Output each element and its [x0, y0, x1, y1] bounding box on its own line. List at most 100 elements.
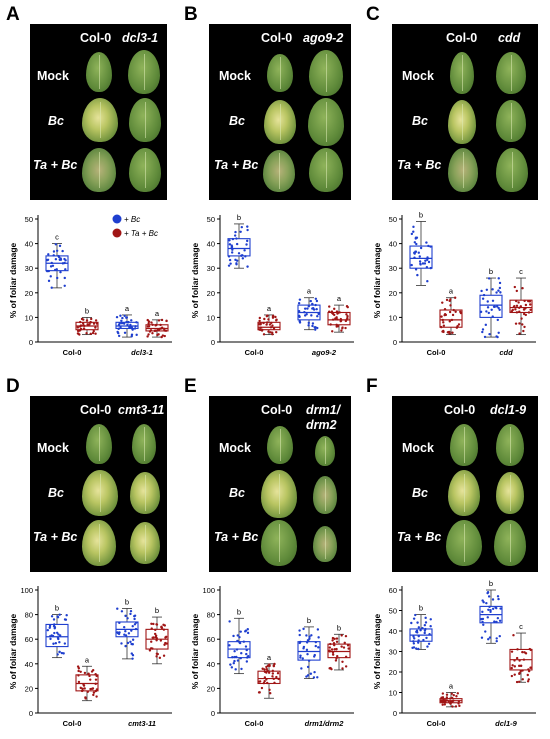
data-point — [268, 688, 271, 692]
data-point — [49, 265, 53, 268]
x-tick-label: Col-0 — [427, 719, 446, 728]
data-point — [49, 637, 52, 641]
data-point — [306, 307, 309, 310]
data-point — [46, 628, 50, 632]
data-point — [307, 305, 311, 308]
data-point — [124, 614, 127, 618]
data-point — [133, 327, 137, 330]
leaf-image — [261, 470, 297, 518]
photo-header-mutant: ago9-2 — [303, 31, 344, 45]
leaf-image — [82, 520, 116, 566]
data-point — [492, 305, 496, 308]
leaf-image — [130, 522, 160, 564]
data-point — [52, 250, 56, 253]
data-point — [154, 329, 158, 332]
data-point — [49, 275, 52, 278]
data-point — [83, 671, 87, 675]
leaf-image — [264, 100, 296, 144]
significance-letter: b — [55, 604, 59, 613]
data-point — [239, 657, 242, 660]
data-point — [244, 630, 247, 633]
data-point — [305, 648, 309, 652]
data-point — [519, 305, 523, 308]
row-label-tabc: Ta + Bc — [397, 158, 442, 172]
leaf-image — [494, 520, 526, 566]
data-point — [234, 230, 237, 234]
data-point — [479, 310, 483, 314]
data-point — [230, 666, 234, 669]
data-point — [45, 269, 49, 273]
data-point — [50, 634, 53, 637]
data-point — [317, 646, 320, 649]
data-point — [53, 631, 56, 635]
leaf-image — [261, 520, 297, 566]
significance-letter: b — [307, 616, 311, 625]
legend-marker-tabc — [112, 228, 122, 238]
leaf-image — [448, 100, 476, 144]
x-tick-label: Col-0 — [63, 719, 82, 728]
data-point — [457, 700, 461, 703]
y-tick-label: 60 — [207, 635, 215, 644]
data-point — [485, 310, 488, 313]
data-point — [329, 642, 332, 646]
data-point — [265, 678, 268, 681]
data-point — [316, 315, 319, 318]
box — [75, 674, 99, 692]
data-point — [422, 638, 425, 642]
data-point — [228, 243, 232, 246]
y-axis-label: % of foliar damage — [372, 242, 382, 318]
photo-header-col0: Col-0 — [446, 31, 478, 45]
data-point — [487, 595, 491, 598]
data-point — [229, 262, 232, 265]
data-point — [498, 286, 502, 290]
data-point — [421, 627, 424, 630]
data-point — [527, 311, 531, 314]
data-point — [55, 268, 58, 271]
data-point — [487, 637, 490, 641]
data-point — [130, 642, 133, 646]
data-point — [243, 249, 246, 252]
data-point — [524, 306, 527, 310]
data-point — [231, 237, 235, 241]
data-point — [529, 303, 532, 306]
data-point — [308, 637, 311, 640]
data-point — [95, 695, 98, 698]
data-point — [53, 625, 57, 629]
row-label-mock: Mock — [402, 69, 434, 83]
data-point — [156, 328, 160, 332]
data-point — [342, 646, 346, 649]
data-point — [417, 641, 420, 644]
data-point — [92, 691, 96, 694]
data-point — [328, 650, 332, 653]
data-point — [523, 299, 526, 303]
data-point — [335, 637, 339, 640]
leaf-image — [267, 54, 293, 92]
data-point — [272, 664, 276, 668]
data-point — [332, 642, 336, 645]
data-point — [449, 304, 452, 307]
data-point — [265, 323, 268, 326]
data-point — [58, 641, 61, 644]
data-point — [486, 616, 489, 619]
data-point — [129, 612, 132, 616]
data-point — [441, 696, 445, 699]
data-point — [480, 636, 484, 639]
y-tick-label: 0 — [29, 338, 33, 347]
data-point — [513, 659, 516, 662]
leaf-image — [267, 426, 293, 464]
data-point — [481, 328, 485, 331]
significance-letter: b — [419, 604, 423, 613]
data-point — [257, 323, 261, 326]
data-point — [412, 642, 416, 645]
data-point — [314, 303, 317, 307]
data-point — [328, 646, 332, 649]
data-point — [152, 622, 155, 626]
data-point — [330, 667, 333, 671]
data-point — [120, 610, 124, 613]
data-point — [445, 298, 449, 302]
data-point — [498, 634, 501, 638]
data-point — [495, 637, 498, 640]
data-point — [491, 598, 495, 601]
photo-header-col0: Col-0 — [80, 403, 112, 417]
data-point — [238, 635, 241, 639]
